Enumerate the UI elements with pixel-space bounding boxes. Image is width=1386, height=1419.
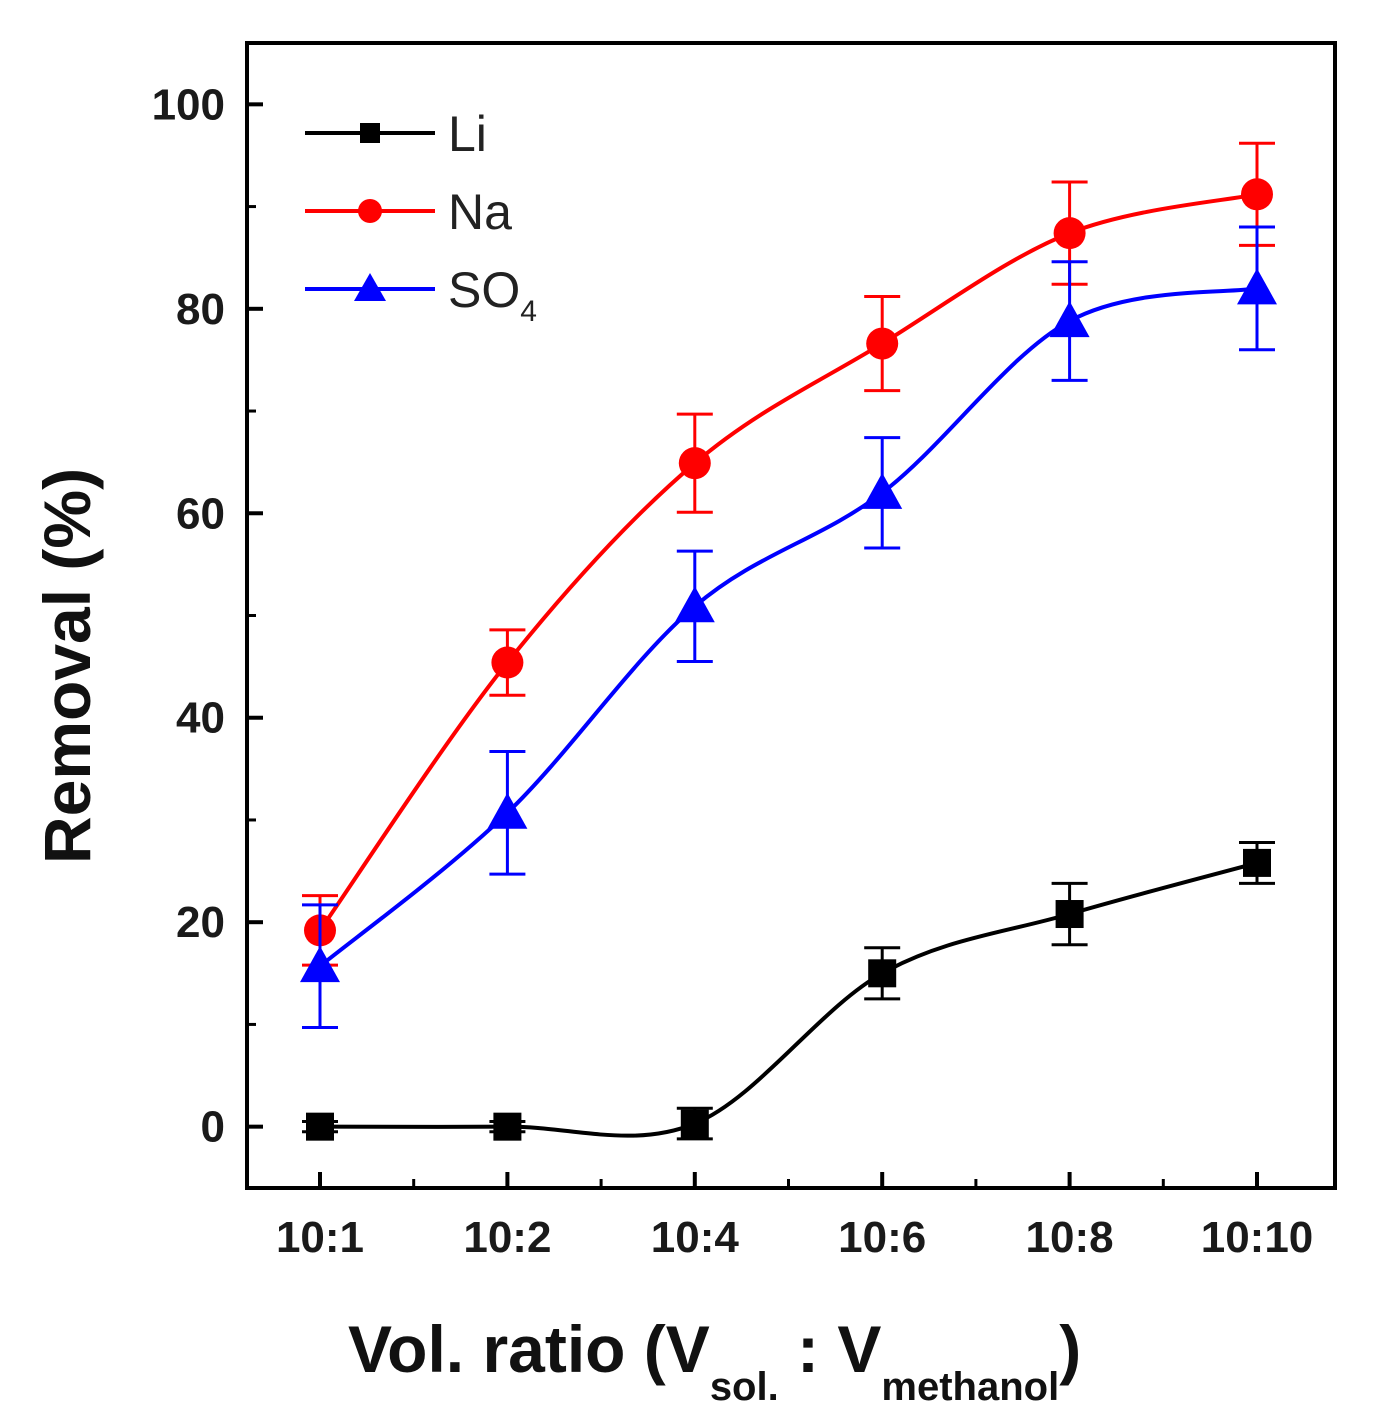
triangle-marker <box>674 586 715 623</box>
circle-marker <box>678 447 711 480</box>
triangle-marker <box>1049 301 1090 338</box>
series-so <box>300 225 1277 1029</box>
y-tick-label: 40 <box>176 694 225 743</box>
square-marker <box>306 1112 334 1141</box>
circle-marker <box>1053 217 1086 250</box>
series-li <box>302 840 1275 1141</box>
triangle-marker <box>487 792 528 829</box>
square-marker <box>680 1109 709 1138</box>
series-na <box>302 141 1275 967</box>
x-axis-title: Vol. ratio (Vsol. : Vmethanol) <box>348 1312 1081 1409</box>
legend-label: Na <box>448 184 512 240</box>
y-tick-label: 20 <box>176 898 225 947</box>
y-tick-label: 80 <box>176 285 225 334</box>
x-tick-label: 10:2 <box>463 1213 551 1262</box>
legend: Li Na SO4 <box>305 106 537 328</box>
x-tick-label: 10:6 <box>838 1213 926 1262</box>
series-line <box>319 860 1258 1138</box>
square-marker <box>493 1112 522 1141</box>
triangle-marker <box>862 472 903 509</box>
triangle-marker <box>300 946 340 983</box>
square-marker <box>868 959 897 988</box>
series-line <box>318 286 1258 968</box>
legend-label: SO4 <box>448 262 537 328</box>
y-tick-label: 100 <box>152 80 225 129</box>
plot-frame <box>245 41 1337 1190</box>
circle-marker <box>491 646 524 679</box>
square-marker <box>1055 900 1084 929</box>
circle-marker <box>358 199 382 223</box>
y-tick-label: 0 <box>201 1103 225 1152</box>
x-tick-label: 10:10 <box>1201 1213 1314 1262</box>
y-tick-label: 60 <box>176 489 225 538</box>
square-marker <box>360 123 380 143</box>
triangle-marker <box>1237 268 1277 305</box>
circle-marker <box>1241 178 1273 211</box>
triangle-marker <box>354 273 386 301</box>
square-marker <box>1243 848 1271 877</box>
x-tick-label: 10:4 <box>651 1213 740 1262</box>
x-tick-label: 10:1 <box>276 1213 364 1262</box>
legend-label: Li <box>448 106 487 162</box>
x-tick-label: 10:8 <box>1026 1213 1114 1262</box>
y-axis-title: Removal (%) <box>30 468 104 864</box>
circle-marker <box>866 327 899 360</box>
